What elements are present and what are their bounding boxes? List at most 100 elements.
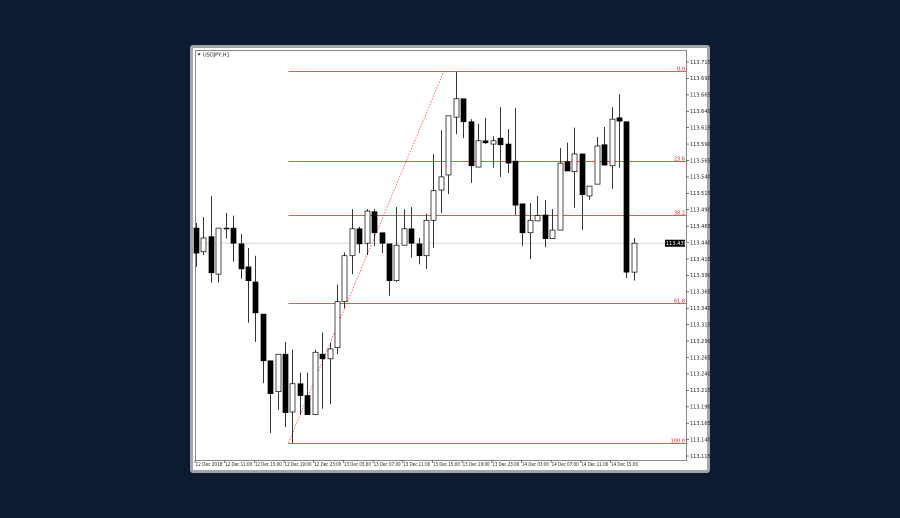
candle	[304, 372, 311, 415]
price-tick-label: 113.715	[690, 60, 711, 66]
candle	[460, 98, 467, 139]
bearish-candle-body	[193, 227, 200, 254]
bearish-candle-body	[408, 228, 415, 244]
candle	[549, 209, 556, 239]
bearish-candle-body	[267, 360, 274, 394]
bearish-candle-body	[238, 243, 245, 270]
time-tick-label: 14 Dec 15:00	[611, 462, 638, 468]
candle	[512, 107, 519, 216]
candle	[571, 127, 578, 208]
price-tick-label: 113.590	[690, 142, 711, 148]
time-tick-label: 13 Dec 03:00	[344, 462, 371, 468]
candle	[490, 136, 497, 168]
price-tick-label: 113.215	[690, 388, 711, 394]
price-tick-label: 113.165	[690, 421, 711, 427]
price-tick-label: 113.265	[690, 355, 711, 361]
bearish-candle-body	[371, 211, 378, 234]
candle	[245, 247, 252, 323]
price-tick-label: 113.640	[690, 109, 711, 115]
time-tick-label: 13 Dec 11:00	[403, 462, 430, 468]
bearish-candle-body	[542, 214, 549, 239]
bearish-candle-body	[616, 117, 623, 122]
candle	[282, 341, 289, 428]
bearish-candle-body	[512, 160, 519, 206]
bullish-candle-body	[349, 228, 356, 257]
price-tick-label: 113.565	[690, 158, 711, 164]
price-tick-label: 113.390	[690, 273, 711, 279]
candle	[527, 203, 534, 259]
candle	[416, 237, 423, 265]
candle	[519, 203, 526, 246]
time-tick-label: 12 Dec 2018	[196, 462, 223, 468]
price-tick-label: 113.490	[690, 208, 711, 214]
candle	[557, 148, 564, 231]
bearish-candle-body	[245, 266, 252, 282]
fib-level-label: 23.6	[674, 157, 685, 163]
bullish-candle-body	[475, 140, 482, 168]
time-tick-label: 14 Dec 11:00	[581, 462, 608, 468]
current-price-tag	[665, 239, 685, 247]
price-tick-label: 113.665	[690, 93, 711, 99]
bearish-candle-body	[623, 121, 630, 273]
chart-title: USDJPY,H1	[197, 53, 230, 59]
candle	[267, 360, 274, 434]
bearish-candle-body	[252, 281, 259, 314]
time-tick-label: 13 Dec 15:00	[433, 462, 460, 468]
bearish-candle-body	[297, 383, 304, 396]
bearish-candle-body	[282, 353, 289, 414]
candle	[564, 142, 571, 172]
candle	[408, 207, 415, 258]
candle	[215, 227, 222, 283]
bullish-candle-body	[341, 255, 348, 303]
candle	[616, 94, 623, 168]
candles	[193, 71, 638, 443]
time-tick-label: 13 Dec 23:00	[492, 462, 519, 468]
plot-area	[195, 50, 687, 461]
bullish-candle-body	[327, 348, 334, 360]
bearish-candle-body	[468, 121, 475, 167]
dropdown-triangle-icon[interactable]	[197, 53, 201, 56]
candle	[401, 209, 408, 246]
bearish-candle-body	[579, 153, 586, 195]
time-tick-label: 12 Dec 23:00	[314, 462, 341, 468]
candle	[623, 121, 630, 279]
candle	[238, 234, 245, 279]
candle	[468, 119, 475, 183]
fibonacci-retracement[interactable]: 0.0 23.6 38.2 61.8 100.0	[288, 67, 686, 445]
bullish-candle-body	[534, 215, 541, 222]
time-tick-label: 14 Dec 03:00	[522, 462, 549, 468]
fib-level-label: 61.8	[674, 299, 685, 305]
price-axis[interactable]: 113.715 113.690 113.665 113.640 113.615 113.5…	[665, 60, 711, 460]
candle	[386, 243, 393, 296]
bearish-candle-body	[519, 203, 526, 234]
price-tick-label: 113.340	[690, 306, 711, 312]
candle	[364, 209, 371, 256]
candle	[609, 107, 616, 189]
bullish-candle-body	[609, 118, 616, 167]
bullish-candle-body	[557, 162, 564, 231]
candle	[423, 213, 430, 269]
candle	[542, 199, 549, 248]
candle	[260, 313, 267, 384]
candle	[356, 226, 363, 254]
bullish-candle-body	[586, 185, 593, 197]
bullish-candle-body	[549, 229, 556, 239]
candle	[534, 195, 541, 222]
time-axis[interactable]: 12 Dec 2018 12 Dec 11:00 12 Dec 15:00 12 De…	[194, 460, 638, 468]
time-tick-label: 13 Dec 19:00	[463, 462, 490, 468]
bearish-candle-body	[386, 243, 393, 282]
candle	[371, 209, 378, 246]
bullish-candle-body	[215, 227, 222, 275]
candle	[445, 115, 452, 194]
bearish-candle-body	[482, 140, 489, 144]
candle	[505, 128, 512, 173]
bearish-candle-body	[304, 395, 311, 415]
time-tick-label: 12 Dec 19:00	[285, 462, 312, 468]
price-tick-label: 113.615	[690, 125, 711, 131]
time-tick-label: 13 Dec 07:00	[374, 462, 401, 468]
price-tick-label: 113.240	[690, 372, 711, 378]
candle	[319, 332, 326, 409]
bearish-candle-body	[319, 353, 326, 360]
candle	[341, 252, 348, 309]
